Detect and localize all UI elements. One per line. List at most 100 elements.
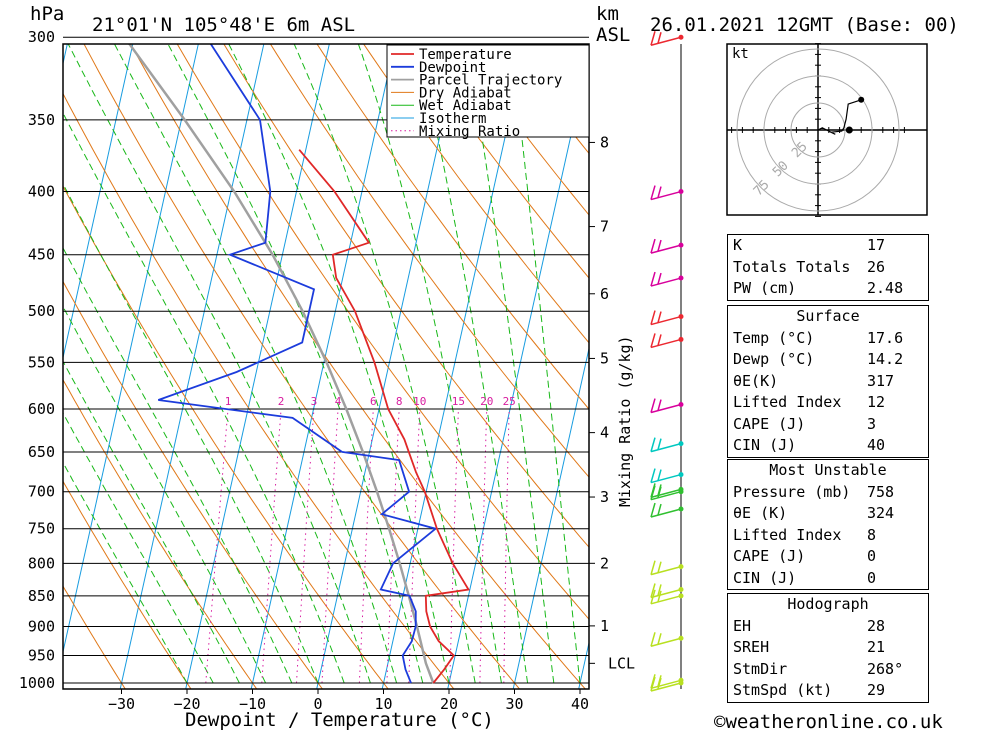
wind-barb: [650, 238, 684, 254]
parcel-trajectory-line: [127, 44, 435, 684]
wind-barb-flag: [650, 589, 656, 605]
wind-barb-dot: [678, 564, 684, 570]
wind-barb-flag: [657, 503, 662, 516]
index-label: StmSpd (kt): [733, 681, 833, 699]
pressure-tick-label: 1000: [19, 674, 55, 692]
wind-barb-flag: [650, 583, 656, 598]
height-unit-km: km: [596, 3, 619, 25]
pressure-tick-label: 400: [28, 183, 55, 201]
index-row: CIN (J) 0: [728, 568, 928, 590]
mixing-ratio-label: 4: [335, 395, 342, 408]
mixing-ratio-axis-label: Mixing Ratio (g/kg): [616, 335, 634, 507]
height-tick-label: 8: [600, 133, 609, 151]
wind-barb-flag: [650, 398, 656, 413]
wind-barb-staff: [650, 565, 682, 576]
wind-barb-flag: [657, 311, 662, 323]
temperature-tick-label: 0: [313, 695, 322, 713]
index-label: Dewp (°C): [733, 350, 815, 368]
index-row: Pressure (mb) 758: [728, 482, 928, 504]
isotherm-line: [119, 44, 265, 689]
mixing-ratio-label: 6: [370, 395, 377, 408]
index-value: 758: [867, 482, 895, 501]
height-tick-label: 3: [600, 488, 609, 506]
mixing-ratio-label: 2: [278, 395, 285, 408]
pressure-tick-label: 450: [28, 246, 55, 264]
isotherm-line: [0, 0, 25, 709]
wet-adiabat-line: [63, 112, 345, 684]
wind-barb-dot: [678, 242, 684, 248]
wind-barb-flag: [650, 502, 656, 518]
wind-barb-staff: [650, 490, 682, 501]
wind-barb-dot: [678, 472, 684, 478]
wet-adiabat-line: [63, 305, 267, 684]
mixing-ratio-label: 1: [225, 395, 232, 408]
temperature-tick-label: −30: [108, 695, 135, 713]
index-row: Lifted Index 8: [728, 525, 928, 547]
index-label: CAPE (J): [733, 547, 806, 565]
pressure-tick-label: 650: [28, 443, 55, 461]
wind-barb-staff: [650, 682, 682, 692]
wind-barb: [650, 398, 684, 414]
index-row: Totals Totals 26: [728, 257, 928, 279]
dry-adiabat-line: [316, 44, 589, 410]
index-row: StmSpd (kt) 29: [728, 680, 928, 702]
temperature-tick-label: 40: [571, 695, 589, 713]
wet-adiabat-line: [113, 44, 398, 684]
mixing-ratio-label: 25: [503, 395, 516, 408]
index-value: 8: [867, 525, 877, 544]
dry-adiabat-line: [456, 44, 589, 216]
wind-barb-flag: [657, 399, 662, 411]
index-label: K: [733, 236, 743, 254]
wind-barb-flag: [650, 185, 656, 200]
pressure-tick-label: 500: [28, 302, 55, 320]
copyright-label: ©weatheronline.co.uk: [714, 711, 943, 733]
index-value: 14.2: [867, 350, 904, 368]
x-axis-label: Dewpoint / Temperature (°C): [185, 709, 494, 731]
wind-barb-flag: [657, 486, 662, 498]
index-value: 324: [867, 504, 895, 522]
height-tick-label: LCL: [608, 654, 635, 672]
pressure-tick-label: 350: [28, 111, 55, 129]
surface-indices-table: Surface Temp (°C) 17.6 Dewp (°C) 14.2 θE(K) 31…: [727, 305, 929, 458]
hodograph-ring: [736, 48, 900, 212]
wet-adiabat-line: [63, 412, 214, 684]
wind-barb: [650, 31, 684, 46]
mixing-ratio-label: 20: [480, 395, 493, 408]
wind-barb: [650, 583, 684, 599]
index-label: Totals Totals: [733, 257, 851, 276]
wind-barb: [650, 185, 684, 201]
mixing-ratio-line: [261, 408, 282, 684]
index-value: 29: [867, 681, 886, 699]
wind-barbs: [650, 31, 684, 692]
mixing-ratio-label: 15: [452, 395, 465, 408]
wind-barb-dot: [678, 402, 684, 408]
index-label: Pressure (mb): [733, 482, 851, 501]
wind-barb-flag: [657, 334, 662, 346]
wind-barb: [650, 560, 684, 576]
wind-barb-dot: [678, 593, 684, 599]
mixing-ratio-label: 8: [396, 395, 403, 408]
wind-barb-flag: [657, 469, 662, 481]
index-row: Temp (°C) 17.6: [728, 328, 928, 350]
pressure-tick-label: 900: [28, 617, 55, 635]
wind-barb-staff: [650, 473, 682, 484]
index-value: 2.48: [867, 279, 904, 297]
pressure-gridlines: [63, 36, 589, 684]
index-row: CAPE (J) 3: [728, 414, 928, 436]
index-row: Lifted Index 12: [728, 392, 928, 414]
wind-barb: [650, 502, 684, 518]
wind-barb-staff: [650, 403, 682, 414]
wind-barb-dot: [678, 489, 684, 495]
wind-barb-flag: [657, 677, 662, 690]
height-tick-label: 2: [600, 554, 609, 572]
mixing-ratio-label: 10: [413, 395, 426, 408]
wind-barb-dot: [678, 441, 684, 447]
wind-barb-dot: [678, 275, 684, 281]
wind-barb: [650, 589, 684, 605]
index-row: EH 28: [728, 616, 928, 638]
index-section-title: Hodograph: [787, 595, 869, 613]
wind-barb-staff: [650, 488, 682, 499]
wind-barb-flag: [650, 632, 656, 647]
